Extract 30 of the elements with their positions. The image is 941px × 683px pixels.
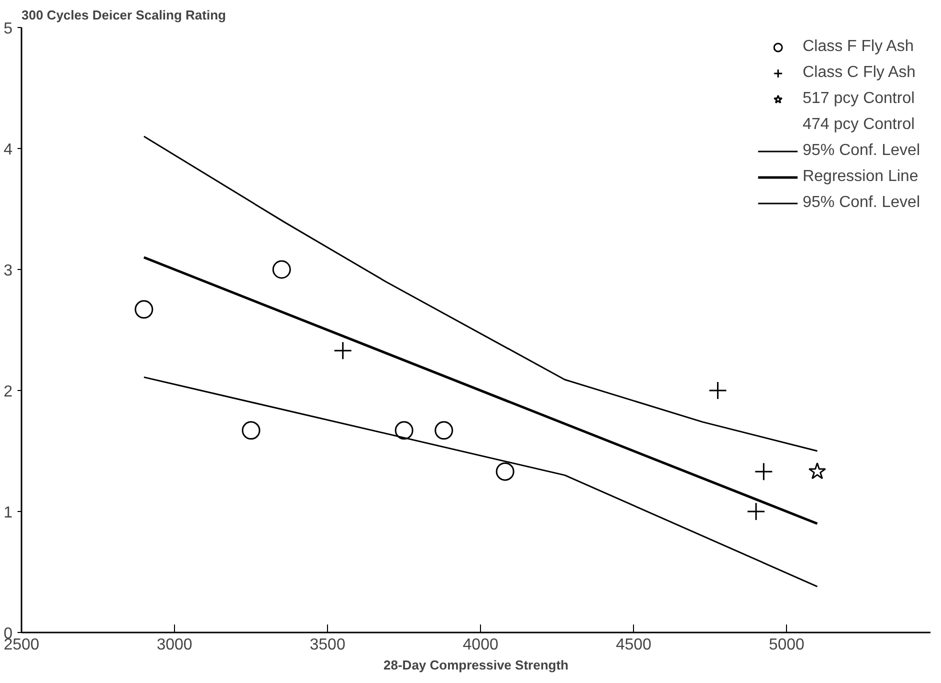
y-tick-label: 4 [4, 142, 13, 158]
y-tick-label: 5 [4, 20, 13, 38]
x-tick-label: 4500 [616, 636, 652, 654]
x-tick-label: 3000 [156, 636, 192, 654]
point [746, 502, 766, 521]
point [808, 462, 826, 480]
point [434, 421, 454, 440]
y-tick-label: 2 [4, 384, 13, 400]
point [134, 300, 154, 319]
text: 474 pcy Control [802, 116, 915, 134]
x-axis-title: 28-Day Compressive Strength [384, 658, 569, 672]
y-tick-label: 1 [4, 504, 13, 522]
x-tick-label: 3500 [310, 636, 346, 654]
x-tick-label: 4000 [462, 636, 498, 654]
legend-label: Class C Fly Ash [802, 64, 916, 82]
x-tick-label: 5000 [768, 636, 805, 654]
point [496, 462, 514, 481]
y-axis-title: 300 Cycles Deicer Scaling Rating [22, 8, 226, 22]
point [708, 381, 728, 400]
point [242, 421, 260, 440]
legend-label: Class F Fly Ash [802, 38, 914, 56]
legend-label: 95% Conf. Level [802, 142, 920, 160]
point [272, 260, 291, 279]
point [754, 462, 773, 481]
legend-label: 95% Conf. Level [802, 194, 920, 212]
point [334, 341, 352, 360]
legend-label: Regression Line [802, 168, 918, 186]
legend-label: 517 pcy Control [802, 90, 915, 108]
point [394, 421, 414, 440]
y-tick-label: 3 [4, 262, 13, 280]
